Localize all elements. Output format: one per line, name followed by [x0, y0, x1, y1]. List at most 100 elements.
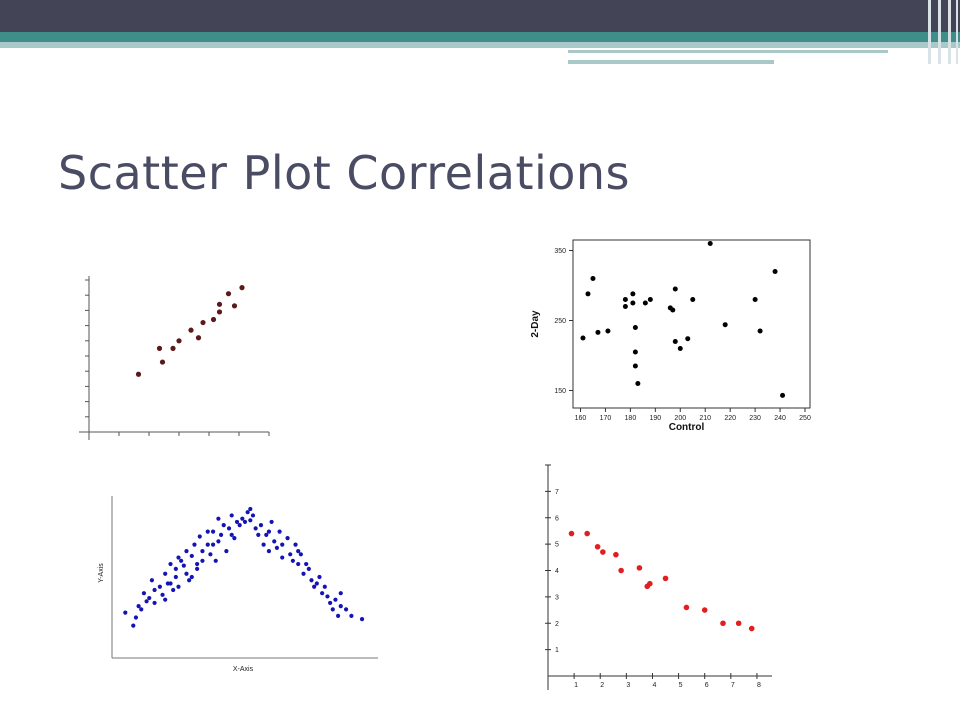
y-tick-label: 3: [555, 594, 559, 601]
x-tick-label: 200: [674, 415, 686, 422]
data-point: [253, 526, 258, 531]
y-tick-label: 4: [555, 568, 559, 575]
data-point: [632, 349, 638, 355]
data-point: [301, 571, 306, 576]
data-point: [226, 526, 232, 531]
data-point: [590, 276, 596, 281]
x-axis-label: X-Axis: [233, 666, 254, 673]
y-axis-label: 2-Day: [530, 310, 541, 338]
data-point: [149, 578, 154, 583]
data-point: [239, 285, 245, 291]
data-point: [266, 529, 272, 534]
x-axis-label: Control: [669, 422, 705, 433]
y-tick-label: 2: [555, 621, 559, 628]
data-point: [210, 316, 217, 323]
data-point: [293, 542, 298, 547]
data-point: [359, 617, 365, 622]
data-point: [780, 392, 786, 398]
data-point: [144, 599, 149, 604]
data-point: [317, 574, 322, 580]
data-point: [613, 551, 619, 558]
data-point: [312, 584, 317, 589]
data-point: [152, 587, 157, 593]
data-point: [690, 297, 696, 302]
data-point: [234, 519, 240, 525]
data-point: [216, 516, 221, 521]
data-point: [635, 381, 641, 386]
header-accent-line-2: [568, 60, 774, 64]
data-point: [225, 291, 232, 297]
data-point: [152, 600, 157, 606]
data-point: [328, 600, 333, 606]
data-point: [157, 584, 162, 589]
data-point: [647, 580, 653, 587]
data-point: [229, 513, 234, 518]
data-point: [338, 591, 343, 596]
data-point: [622, 304, 628, 309]
data-point: [748, 625, 755, 632]
data-point: [277, 529, 282, 534]
data-point: [224, 548, 229, 554]
header-stripe-4: [956, 0, 958, 64]
data-point: [280, 542, 285, 547]
data-point: [325, 594, 330, 599]
chart-negative-correlation: 1 2 3 4 5 6 7 1 2 3 4 5 6 7 8: [545, 464, 772, 690]
data-point: [210, 529, 216, 534]
data-point: [772, 269, 778, 274]
data-point: [200, 558, 205, 563]
data-point: [176, 338, 182, 344]
data-point: [632, 363, 638, 369]
data-point: [309, 578, 314, 583]
data-point: [210, 542, 216, 547]
data-point: [188, 327, 194, 333]
data-point: [269, 519, 274, 525]
header-light-bar: [0, 42, 960, 48]
data-point: [216, 309, 223, 315]
data-point: [197, 534, 202, 539]
header-accent-line: [568, 50, 888, 53]
data-point: [722, 322, 728, 328]
data-point: [618, 567, 624, 574]
header-stripe-2: [938, 0, 941, 64]
data-point: [229, 532, 234, 537]
data-point: [636, 565, 643, 571]
data-point: [622, 297, 628, 302]
data-point: [176, 584, 181, 589]
data-point: [131, 623, 136, 628]
x-tick-label: 1: [574, 682, 578, 689]
data-point: [701, 607, 708, 613]
data-point: [670, 307, 676, 313]
data-point: [156, 345, 163, 351]
data-point: [181, 563, 186, 568]
data-point: [195, 561, 200, 567]
data-point: [672, 286, 678, 292]
chart-positive-correlation: [79, 276, 270, 440]
data-point: [585, 291, 591, 297]
data-point: [632, 325, 638, 330]
data-point: [179, 558, 184, 563]
data-point: [237, 523, 242, 528]
data-point: [248, 518, 253, 523]
data-point: [343, 607, 349, 612]
x-tick-label: 180: [625, 415, 637, 422]
slide-title: Scatter Plot Correlations: [58, 146, 631, 200]
data-point: [192, 542, 197, 547]
data-point: [266, 548, 272, 554]
data-point: [163, 597, 168, 602]
data-point: [264, 532, 269, 537]
data-point: [160, 592, 165, 597]
x-tick-label: 250: [799, 415, 811, 422]
data-point: [240, 516, 245, 521]
data-point: [258, 523, 264, 528]
data-point: [250, 513, 256, 518]
y-tick-label: 6: [555, 515, 559, 522]
data-point: [176, 555, 181, 560]
data-point: [735, 620, 742, 627]
data-point: [216, 301, 223, 307]
data-point: [261, 542, 266, 547]
y-tick-label: 250: [554, 318, 566, 325]
data-point: [336, 613, 341, 618]
data-point: [187, 578, 192, 583]
header-stripe-3: [948, 0, 951, 64]
data-point: [707, 241, 713, 246]
